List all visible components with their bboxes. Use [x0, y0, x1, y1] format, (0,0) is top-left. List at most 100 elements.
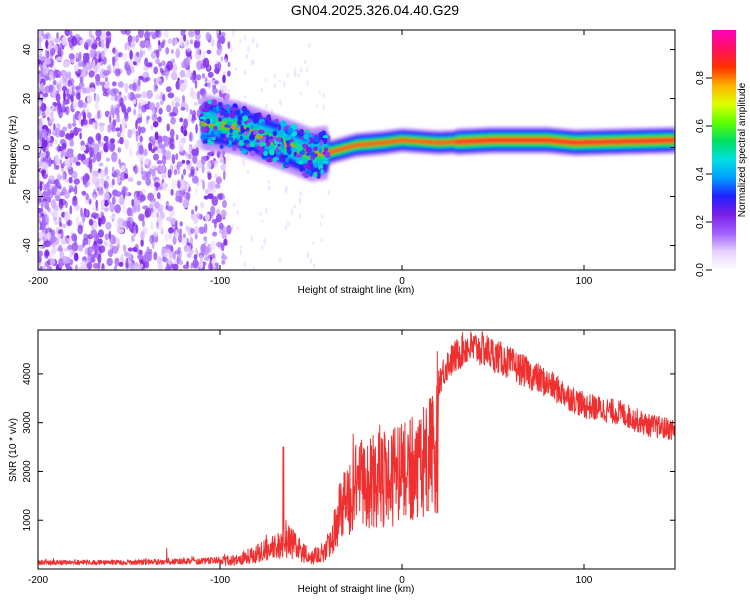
spectrogram-cell: [140, 230, 145, 241]
spectrogram-cell: [306, 66, 309, 73]
x-tick-label: 0: [399, 575, 405, 586]
spectrogram-cell: [177, 181, 181, 189]
spectrogram-cell: [146, 90, 153, 99]
spectrogram-ridge-blob: [304, 130, 311, 133]
spectrogram-cell: [193, 101, 199, 107]
spectrogram-cell: [100, 215, 106, 225]
x-tick-label: -200: [28, 276, 48, 287]
spectrogram-cell: [190, 91, 198, 100]
spectrogram-cell: [109, 215, 115, 220]
spectrogram-cell: [104, 76, 108, 82]
spectrogram-cell: [146, 170, 151, 179]
spectrogram-cell: [169, 142, 172, 149]
spectrogram-cell: [200, 201, 205, 209]
spectrogram-cell: [129, 223, 133, 232]
spectrogram-cell: [182, 264, 190, 269]
spectrogram-cell: [90, 229, 98, 238]
spectrogram-cell: [179, 83, 186, 93]
spectrogram-cell: [327, 189, 330, 196]
spectrogram-cell: [92, 121, 96, 128]
spectrogram-cell: [94, 120, 98, 130]
spectrogram-cell: [171, 179, 177, 189]
spectrogram-cell: [221, 252, 225, 258]
spectrogram-cell: [108, 115, 112, 124]
spectrogram-cell: [88, 70, 95, 78]
spectrogram-cell: [86, 261, 93, 270]
spectrogram-cell: [114, 107, 120, 116]
spectrogram-cell: [70, 171, 78, 179]
spectrogram-cell: [140, 263, 144, 268]
spectrogram-cell: [117, 228, 125, 233]
spectrogram-ridge-blob: [265, 115, 272, 123]
spectrogram-cell: [122, 244, 127, 253]
spectrogram-cell: [169, 128, 175, 138]
spectrogram-cell: [118, 94, 122, 100]
spectrogram-cell: [64, 159, 70, 166]
spectrogram-cell: [204, 78, 208, 83]
spectrogram-cell: [105, 157, 111, 162]
spectrogram-cell: [175, 229, 178, 240]
spectrogram-cell: [122, 204, 127, 215]
spectrogram-cell: [51, 247, 56, 256]
spectrogram-cell: [38, 171, 41, 182]
spectrogram-cell: [172, 251, 176, 260]
spectrogram-cell: [72, 157, 79, 164]
spectrogram-ridge-blob: [220, 111, 227, 115]
spectrogram-cell: [191, 148, 197, 157]
spectrogram-ridge-blob: [224, 124, 230, 128]
spectrogram-cell: [163, 30, 169, 38]
spectrogram-cell: [109, 202, 115, 213]
spectrogram-cell: [77, 224, 83, 235]
spectrogram-cell: [168, 111, 176, 118]
spectrogram-ridge-blob: [299, 165, 304, 172]
spectrogram-cell: [245, 54, 249, 60]
spectrogram-cell: [190, 166, 195, 176]
spectrogram-cell: [191, 76, 197, 84]
spectrogram-cell: [53, 123, 56, 131]
spectrogram-cell: [251, 60, 255, 65]
spectrogram-cell: [189, 249, 194, 254]
spectrogram-cell: [185, 103, 189, 112]
spectrogram-cell: [139, 50, 144, 58]
spectrogram-cell: [315, 104, 319, 108]
spectrogram-cell: [94, 93, 100, 104]
spectrogram-cell: [40, 128, 48, 139]
spectrogram-cell: [170, 117, 176, 125]
spectrogram-cell: [68, 53, 75, 60]
spectrogram-cell: [180, 106, 186, 111]
spectrogram-cell: [42, 139, 48, 148]
spectrogram-ridge-blob: [243, 139, 250, 144]
spectrogram-cell: [159, 100, 164, 106]
spectrogram-cell: [202, 179, 206, 191]
spectrogram-cell: [193, 254, 198, 260]
spectrogram-cell: [243, 69, 246, 76]
spectrogram-cell: [203, 155, 207, 163]
spectrogram-cell: [118, 158, 121, 165]
spectrogram-cell: [85, 174, 90, 181]
spectrogram-ridge-blob: [213, 128, 219, 136]
spectrogram-cells: [38, 30, 330, 270]
spectrogram-cell: [219, 83, 223, 89]
spectrogram-cell: [80, 207, 83, 218]
spectrogram-ridge-blob: [201, 126, 206, 133]
spectrogram-cell: [98, 162, 104, 167]
spectrogram-cell: [263, 238, 267, 246]
y-tick-label: 2000: [22, 460, 33, 483]
spectrogram-cell: [44, 228, 48, 235]
spectrogram-cell: [200, 243, 206, 254]
spectrogram-ridge-blob: [244, 131, 249, 136]
spectrogram-cell: [142, 66, 149, 71]
spectrogram-cell: [150, 221, 154, 231]
spectrogram-ridge-blob: [286, 145, 291, 151]
spectrogram-cell: [247, 46, 250, 53]
spectrogram-cell: [54, 69, 57, 77]
spectrogram-cell: [134, 93, 142, 99]
spectrogram-cell: [77, 99, 84, 108]
spectrogram-cell: [81, 190, 87, 196]
x-tick-label: -100: [210, 276, 230, 287]
spectrogram-cell: [175, 134, 179, 141]
colorbar-tick-label: 0.4: [695, 167, 706, 181]
spectrogram-cell: [62, 71, 66, 78]
spectrogram-ridge: [198, 96, 675, 182]
spectrogram-ridge-blob: [223, 105, 228, 110]
